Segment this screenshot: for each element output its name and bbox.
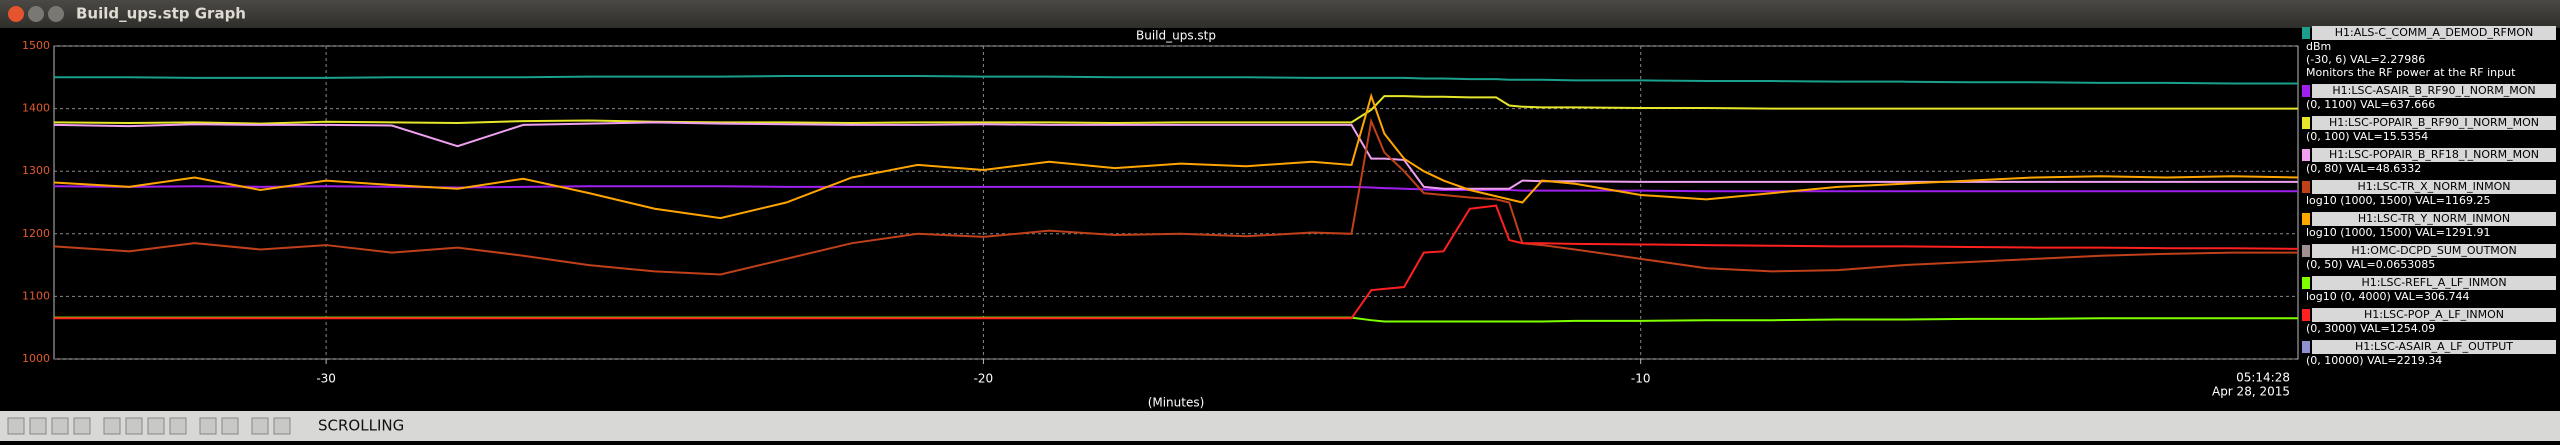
x-tick-label: -10 — [1631, 372, 1651, 386]
legend-name-bar — [2312, 116, 2556, 130]
series-line — [54, 204, 2299, 320]
legend-info: (0, 10000) VAL=2219.34 — [2306, 354, 2442, 367]
x-axis-label: (Minutes) — [1148, 396, 1205, 410]
series-line — [53, 92, 2299, 220]
legend-info: (0, 50) VAL=0.0653085 — [2306, 258, 2435, 271]
auto-scale-button[interactable] — [199, 417, 217, 435]
plot-background — [0, 28, 2560, 411]
legend-name-bar — [2312, 212, 2556, 226]
legend-info: (0, 80) VAL=48.6332 — [2306, 162, 2421, 175]
legend-name: H1:LSC-POPAIR_B_RF90_I_NORM_MON — [2329, 116, 2539, 129]
legend-swatch — [2302, 181, 2310, 193]
x-tick-label: -20 — [974, 372, 994, 386]
legend-swatch — [2302, 27, 2310, 39]
pan-down-button[interactable] — [73, 417, 91, 435]
scroll-mode: SCROLLING — [318, 417, 404, 435]
legend-name-bar — [2312, 148, 2556, 162]
legend-name-bar — [2312, 180, 2556, 194]
legend-swatch — [2302, 85, 2310, 97]
pan-up-button[interactable] — [51, 417, 69, 435]
zoom-y-in-button[interactable] — [147, 417, 165, 435]
legend-info: (-30, 6) VAL=2.27986 — [2306, 53, 2425, 66]
legend-name: H1:LSC-REFL_A_LF_INMON — [2361, 276, 2506, 289]
legend-name: H1:LSC-POP_A_LF_INMON — [2364, 308, 2504, 321]
legend-info: log10 (1000, 1500) VAL=1169.25 — [2306, 194, 2491, 207]
date-label: Apr 28, 2015 — [2212, 385, 2290, 399]
legend-info: (0, 100) VAL=15.5354 — [2306, 130, 2428, 143]
legend-swatch — [2302, 245, 2310, 257]
series-line — [53, 95, 2298, 125]
y-tick-label: 1200 — [22, 227, 50, 240]
series-line — [53, 117, 2298, 276]
legend-name: H1:LSC-ASAIR_B_RF90_I_NORM_MON — [2332, 84, 2535, 97]
reset-button[interactable] — [221, 417, 239, 435]
legend-swatch — [2302, 277, 2310, 289]
legend-info: log10 (0, 4000) VAL=306.744 — [2306, 290, 2470, 303]
legend-name-bar — [2312, 244, 2556, 258]
legend-name-bar — [2312, 26, 2556, 40]
legend-info: Monitors the RF power at the RF input — [2306, 66, 2516, 79]
y-tick-label: 1000 — [22, 352, 50, 365]
zoom-x-out-button[interactable] — [125, 417, 143, 435]
x-tick-label: -30 — [316, 372, 336, 386]
legend-name: H1:LSC-TR_X_NORM_INMON — [2358, 180, 2511, 193]
cursor-button[interactable] — [273, 417, 291, 435]
y-tick-label: 1500 — [22, 39, 50, 52]
legend-name: H1:OMC-DCPD_SUM_OUTMON — [2351, 244, 2516, 257]
legend-info: log10 (1000, 1500) VAL=1291.91 — [2306, 226, 2491, 239]
zoom-x-in-button[interactable] — [103, 417, 121, 435]
y-tick-label: 1300 — [22, 164, 50, 177]
legend-info: (0, 3000) VAL=1254.09 — [2306, 322, 2435, 335]
toolbar-buttons — [7, 417, 291, 435]
zoom-y-out-button[interactable] — [169, 417, 187, 435]
plot-title: Build_ups.stp — [1136, 29, 1216, 43]
legend-name-bar — [2312, 276, 2556, 290]
maximize-button[interactable] — [48, 6, 64, 22]
legend-name: H1:LSC-TR_Y_NORM_INMON — [2358, 212, 2510, 225]
legend-info: dBm — [2306, 40, 2331, 53]
y-tick-label: 1400 — [22, 102, 50, 115]
window-title: Build_ups.stp Graph — [76, 5, 246, 23]
title-bar — [0, 0, 2560, 28]
time-label: 05:14:28 — [2236, 371, 2290, 385]
legend-name-bar — [2312, 84, 2556, 98]
series-line — [53, 121, 2298, 190]
refresh-button[interactable] — [251, 417, 269, 435]
legend-name: H1:ALS-C_COMM_A_DEMOD_RFMON — [2335, 26, 2534, 39]
legend-swatch — [2302, 309, 2310, 321]
series-line — [54, 75, 2298, 85]
series-line — [53, 185, 2298, 193]
minimize-button[interactable] — [28, 6, 44, 22]
legend-name: H1:LSC-POPAIR_B_RF18_I_NORM_MON — [2329, 148, 2539, 161]
legend-swatch — [2302, 149, 2310, 161]
legend-info: (0, 1100) VAL=637.666 — [2306, 98, 2435, 111]
legend-name: H1:LSC-ASAIR_A_LF_OUTPUT — [2355, 340, 2513, 353]
legend-swatch — [2302, 341, 2310, 353]
legend-swatch — [2302, 213, 2310, 225]
pan-left-button[interactable] — [7, 417, 25, 435]
legend-swatch — [2302, 117, 2310, 129]
legend-name-bar — [2312, 340, 2556, 354]
y-tick-label: 1100 — [22, 289, 50, 302]
close-button[interactable] — [8, 6, 24, 22]
legend-name-bar — [2312, 308, 2556, 322]
toolbar — [0, 411, 2560, 441]
pan-right-button[interactable] — [29, 417, 47, 435]
